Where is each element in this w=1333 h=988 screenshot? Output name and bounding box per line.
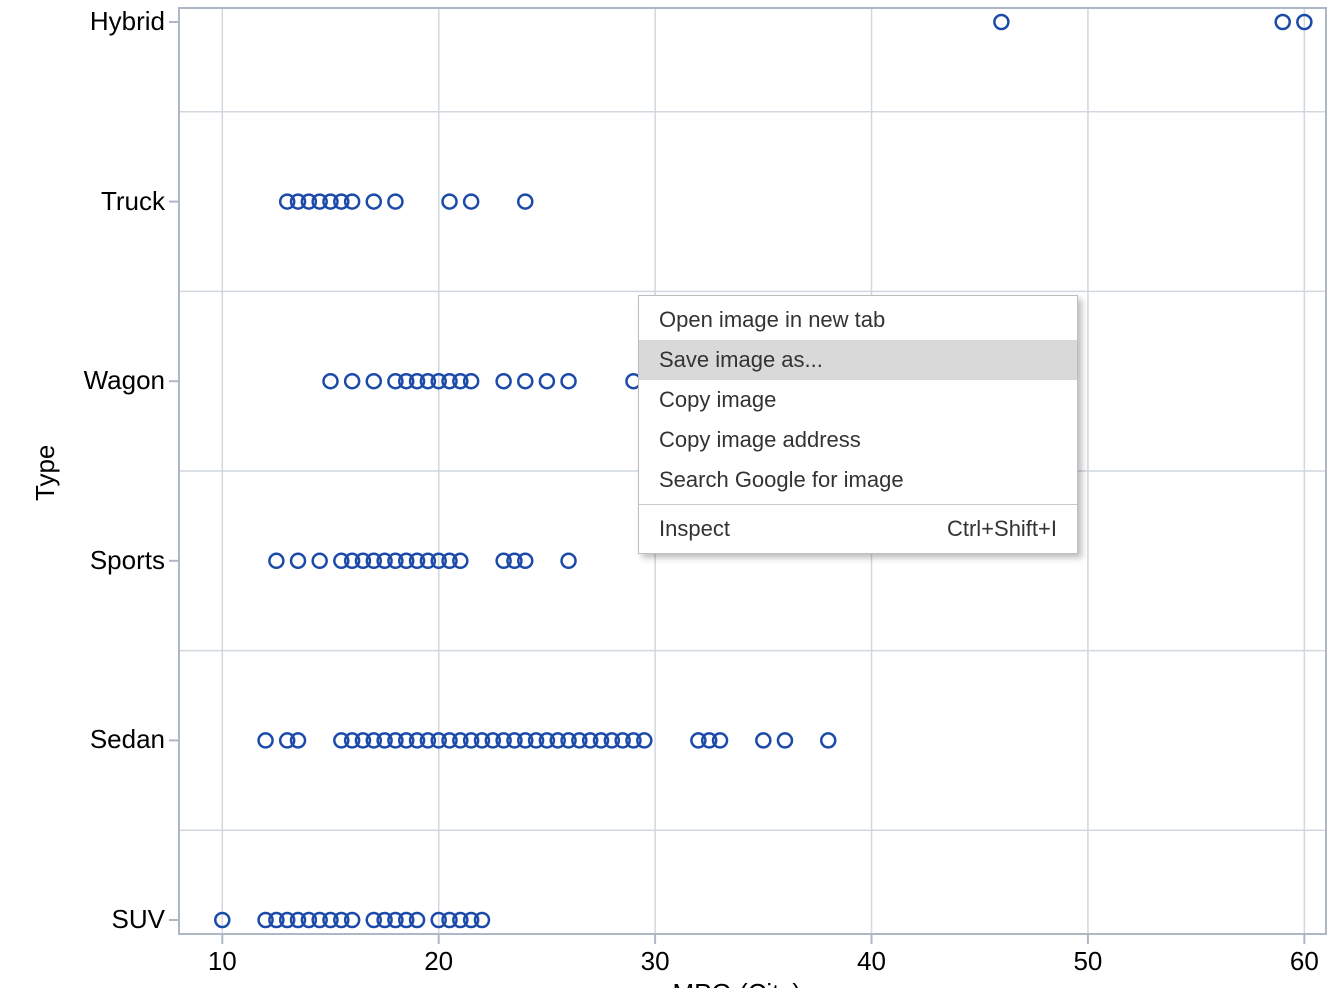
- menu-item[interactable]: Inspect Ctrl+Shift+I: [639, 509, 1077, 549]
- y-tick-label: SUV: [112, 904, 165, 935]
- y-tick-label: Sports: [90, 545, 165, 576]
- menu-item-label: Inspect: [659, 516, 730, 542]
- y-axis-label: Type: [30, 445, 61, 501]
- menu-item-label: Copy image: [659, 387, 776, 413]
- y-tick-label: Wagon: [84, 365, 165, 396]
- x-tick-label: 40: [852, 946, 892, 977]
- x-tick-label: 50: [1068, 946, 1108, 977]
- x-tick-label: 30: [635, 946, 675, 977]
- x-tick-label: 60: [1284, 946, 1324, 977]
- x-tick-label: 20: [419, 946, 459, 977]
- x-axis-label: MPG (City): [673, 978, 802, 988]
- menu-item[interactable]: Save image as...: [639, 340, 1077, 380]
- menu-item[interactable]: Copy image address: [639, 420, 1077, 460]
- menu-item-label: Copy image address: [659, 427, 861, 453]
- menu-item-shortcut: Ctrl+Shift+I: [947, 516, 1057, 542]
- y-tick-label: Hybrid: [90, 6, 165, 37]
- menu-item-label: Save image as...: [659, 347, 823, 373]
- menu-item[interactable]: Open image in new tab: [639, 300, 1077, 340]
- menu-item-label: Open image in new tab: [659, 307, 885, 333]
- menu-item[interactable]: Search Google for image: [639, 460, 1077, 500]
- menu-item-label: Search Google for image: [659, 467, 904, 493]
- menu-separator: [639, 504, 1077, 505]
- y-tick-label: Sedan: [90, 724, 165, 755]
- context-menu[interactable]: Open image in new tab Save image as... Cop…: [638, 295, 1078, 554]
- menu-item[interactable]: Copy image: [639, 380, 1077, 420]
- x-tick-label: 10: [202, 946, 242, 977]
- y-tick-label: Truck: [101, 186, 165, 217]
